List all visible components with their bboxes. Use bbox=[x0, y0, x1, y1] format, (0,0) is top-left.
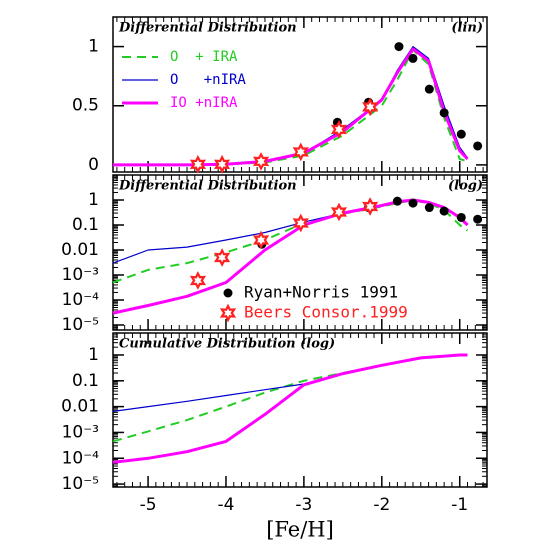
x-tick-label: -4 bbox=[218, 495, 235, 515]
y-tick-label: 10⁻⁴ bbox=[62, 448, 100, 468]
data-point bbox=[456, 129, 466, 139]
data-point bbox=[213, 248, 231, 267]
panel-annotation: (lin) bbox=[451, 21, 483, 36]
data-point bbox=[252, 230, 270, 250]
legend-label: Beers Consor.1999 bbox=[244, 303, 408, 322]
data-point bbox=[213, 154, 231, 174]
legend-marker bbox=[219, 303, 237, 323]
y-tick-label: 10⁻⁵ bbox=[62, 315, 99, 335]
panel-title: Differential Distribution bbox=[118, 21, 297, 36]
y-tick-label: 1 bbox=[88, 190, 99, 210]
line-series bbox=[113, 47, 469, 167]
data-point bbox=[252, 152, 270, 171]
data-point bbox=[292, 142, 309, 162]
line-series bbox=[112, 353, 468, 464]
line-series bbox=[112, 354, 468, 412]
line-series bbox=[113, 46, 468, 166]
y-tick-label: 0.01 bbox=[61, 397, 99, 417]
x-tick-label: -5 bbox=[140, 495, 157, 515]
y-tick-label: 0.1 bbox=[72, 371, 99, 391]
plot-frame bbox=[112, 16, 488, 173]
x-tick-label: -2 bbox=[373, 495, 390, 515]
y-tick-label: 10⁻³ bbox=[62, 422, 99, 442]
line-series bbox=[112, 199, 468, 264]
line-series bbox=[112, 199, 469, 284]
panel-title: Differential Distribution bbox=[118, 179, 297, 194]
x-axis-label: [Fe/H] bbox=[266, 518, 334, 542]
data-point bbox=[456, 212, 466, 222]
data-point bbox=[362, 97, 379, 117]
data-point bbox=[408, 53, 418, 63]
legend-marker bbox=[223, 288, 233, 298]
line-series bbox=[113, 49, 468, 166]
legend-label: O +nIRA bbox=[170, 72, 246, 88]
y-tick-label: 1 bbox=[88, 37, 99, 57]
y-tick-label: 1 bbox=[88, 345, 99, 365]
data-point bbox=[439, 108, 449, 118]
x-tick-label: -3 bbox=[295, 495, 312, 515]
data-point bbox=[424, 203, 434, 213]
legend-label: O + IRA bbox=[170, 49, 238, 65]
data-point bbox=[362, 197, 379, 216]
y-tick-label: 10⁻⁴ bbox=[62, 290, 100, 310]
y-tick-label: 10⁻⁵ bbox=[62, 474, 99, 494]
line-series bbox=[112, 354, 468, 443]
y-tick-label: 0.1 bbox=[72, 215, 99, 235]
data-point bbox=[330, 202, 348, 222]
legend-label: Ryan+Norris 1991 bbox=[244, 283, 398, 302]
y-tick-label: 0.01 bbox=[61, 240, 99, 260]
plot-frame bbox=[112, 332, 488, 488]
y-tick-label: 0.5 bbox=[72, 96, 99, 116]
data-point bbox=[473, 141, 483, 151]
data-point bbox=[189, 154, 207, 174]
data-point bbox=[424, 84, 434, 94]
y-tick-label: 0 bbox=[88, 155, 99, 175]
data-point bbox=[408, 198, 418, 208]
line-series bbox=[112, 198, 469, 315]
y-tick-label: 10⁻³ bbox=[62, 265, 99, 285]
data-point bbox=[394, 42, 404, 52]
data-point bbox=[439, 206, 449, 216]
panel-annotation: (log) bbox=[448, 179, 483, 194]
data-point bbox=[330, 120, 348, 139]
data-point bbox=[392, 196, 402, 206]
legend-label: IO +nIRA bbox=[170, 95, 238, 111]
data-point bbox=[189, 271, 207, 290]
x-tick-label: -1 bbox=[451, 495, 468, 515]
data-point bbox=[292, 213, 309, 233]
data-point bbox=[473, 214, 483, 224]
panel-title: Cumulative Distribution (log) bbox=[119, 337, 335, 352]
